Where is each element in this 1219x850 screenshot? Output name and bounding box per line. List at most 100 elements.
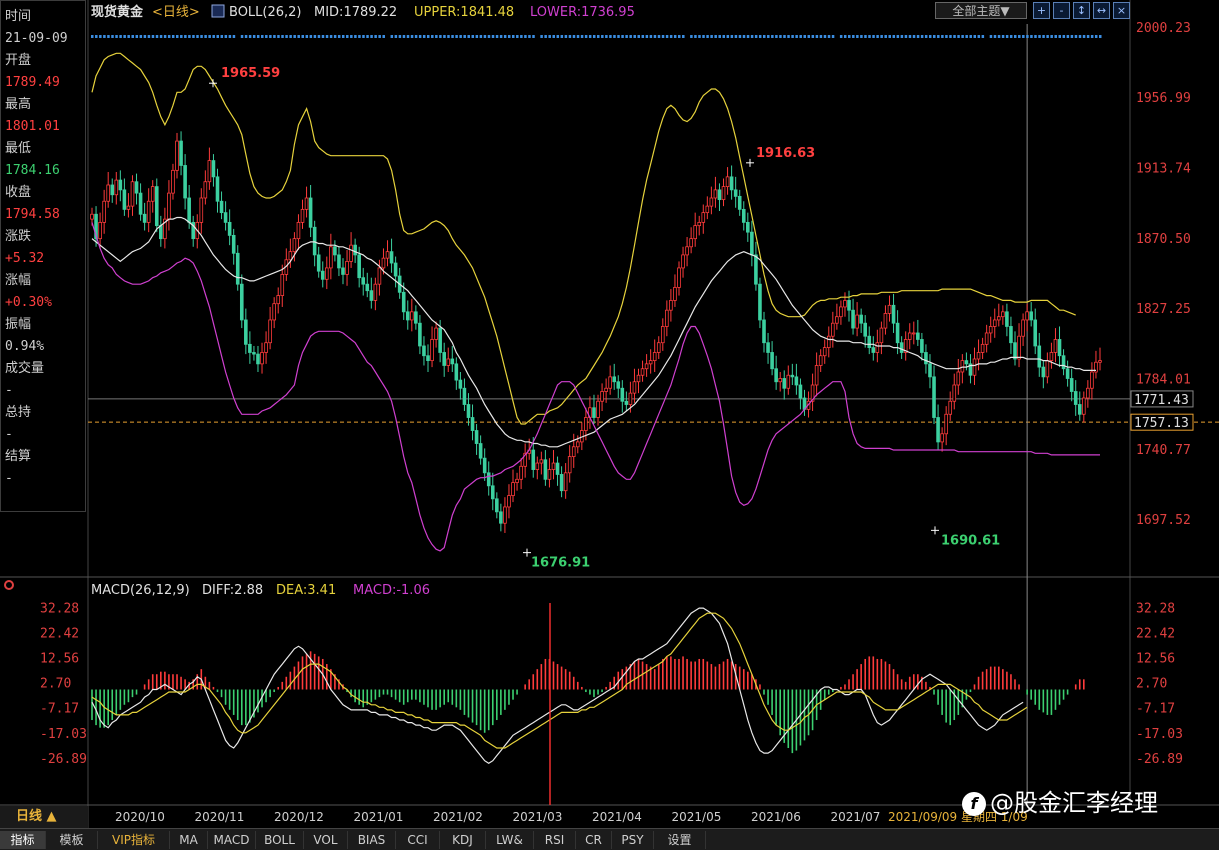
period-marker: [103, 35, 106, 38]
period-marker: [1070, 35, 1074, 38]
period-marker: [831, 35, 835, 38]
period-marker: [933, 35, 936, 38]
period-toggle[interactable]: 日线 ▲: [0, 806, 88, 828]
period-marker: [495, 35, 499, 38]
candle-body: [916, 332, 920, 340]
period-marker: [467, 35, 470, 38]
candle-body: [296, 221, 301, 240]
period-marker: [981, 35, 985, 38]
candle-body: [410, 311, 414, 321]
period-marker: [839, 35, 843, 38]
period-marker: [374, 35, 377, 38]
candle-body: [426, 355, 430, 362]
candle-body: [365, 283, 370, 292]
candle-body: [551, 462, 556, 470]
period-marker: [431, 35, 434, 38]
period-marker: [548, 35, 551, 38]
period-marker: [714, 35, 717, 38]
candle-body: [648, 360, 653, 365]
tab-rsi[interactable]: RSI: [534, 831, 576, 849]
candle-body: [252, 352, 256, 355]
period-marker: [860, 35, 863, 38]
indicator-tab-bar: 指标 模板 VIP指标 MA MACD BOLL VOL BIAS CCI KD…: [0, 828, 1219, 850]
period-marker: [119, 35, 122, 38]
candle-body: [102, 200, 106, 223]
period-marker: [532, 35, 535, 38]
horizontal-scale-icon[interactable]: ↔: [1093, 2, 1110, 19]
candle-body: [956, 371, 961, 386]
x-tick-label: 2021/04: [592, 810, 642, 824]
theme-select-button[interactable]: 全部主题▼: [935, 2, 1027, 19]
candle-body: [822, 347, 827, 357]
tab-settings[interactable]: 设置: [654, 831, 706, 849]
candle-body: [928, 363, 932, 378]
period-marker: [337, 35, 341, 38]
candle-body: [1053, 339, 1058, 353]
info-value: +0.30%: [5, 295, 52, 310]
candle-body: [628, 392, 633, 405]
period-marker: [815, 35, 819, 38]
tab-lw[interactable]: LW&: [486, 831, 534, 849]
tab-psy[interactable]: PSY: [612, 831, 654, 849]
tab-macd[interactable]: MACD: [208, 831, 256, 849]
period-marker: [341, 35, 345, 38]
tab-cr[interactable]: CR: [576, 831, 612, 849]
zoom-in-icon[interactable]: +: [1033, 2, 1050, 19]
candle-body: [871, 347, 876, 353]
period-marker: [354, 35, 357, 38]
candle-body: [612, 376, 617, 383]
period-marker: [657, 35, 661, 38]
period-marker: [767, 35, 770, 38]
candle-body: [669, 300, 673, 311]
tab-ma[interactable]: MA: [170, 831, 208, 849]
tab-kdj[interactable]: KDJ: [440, 831, 486, 849]
info-label: 总持: [5, 405, 32, 420]
period-marker: [1094, 35, 1098, 38]
period-marker: [1030, 35, 1033, 38]
period-marker: [588, 35, 592, 38]
period-marker: [560, 35, 564, 38]
candle-body: [936, 417, 940, 443]
vertical-scale-icon[interactable]: ↕: [1073, 2, 1090, 19]
settings-dot-icon[interactable]: [4, 580, 14, 590]
tab-vol[interactable]: VOL: [304, 831, 348, 849]
candle-body: [90, 213, 94, 220]
macd-tick-label-left: -7.17: [40, 702, 79, 717]
candle-body: [507, 495, 511, 508]
period-marker: [868, 35, 871, 38]
candle-body: [810, 384, 815, 402]
tab-boll[interactable]: BOLL: [256, 831, 304, 849]
candle-body: [154, 186, 159, 227]
tab-cci[interactable]: CCI: [396, 831, 440, 849]
period-marker: [155, 35, 159, 38]
period-marker: [180, 35, 183, 38]
info-label: 时间: [5, 9, 32, 24]
candle-body: [895, 322, 900, 344]
tab-bias[interactable]: BIAS: [348, 831, 396, 849]
candle-body: [563, 472, 568, 492]
close-icon[interactable]: ×: [1113, 2, 1130, 19]
period-marker: [856, 35, 859, 38]
period-label[interactable]: <日线>: [152, 5, 200, 20]
tab-indicators[interactable]: 指标: [0, 831, 46, 849]
candle-body: [260, 352, 264, 365]
candle-body: [746, 221, 750, 233]
info-label: 最低: [5, 141, 32, 156]
tab-vip-indicators[interactable]: VIP指标: [98, 831, 170, 849]
candle-body: [349, 244, 353, 262]
period-marker: [592, 35, 596, 38]
period-marker: [645, 35, 649, 38]
period-marker: [823, 35, 827, 38]
period-marker: [455, 35, 458, 38]
candle-body: [203, 181, 208, 199]
zoom-out-icon[interactable]: -: [1053, 2, 1070, 19]
period-marker: [1074, 35, 1078, 38]
period-marker: [1009, 35, 1013, 38]
candle-body: [782, 378, 787, 389]
period-marker: [1034, 35, 1037, 38]
period-marker: [945, 35, 948, 38]
period-marker: [649, 35, 653, 38]
tab-templates[interactable]: 模板: [46, 831, 98, 849]
candle-body: [503, 506, 507, 524]
candle-body: [474, 430, 479, 444]
